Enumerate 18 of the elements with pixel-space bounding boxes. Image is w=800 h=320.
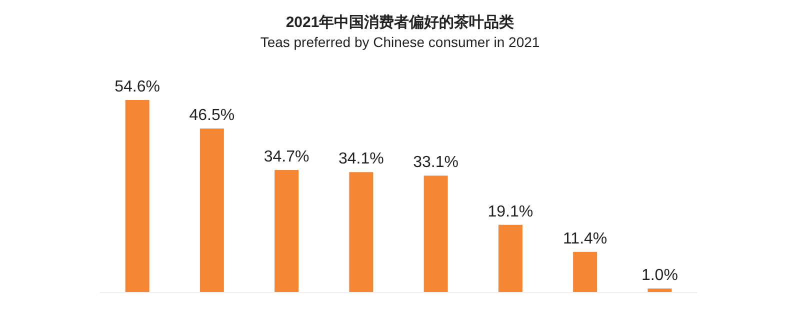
bar <box>424 176 448 292</box>
data-label: 11.4% <box>562 230 608 248</box>
data-label: 34.7% <box>264 148 310 166</box>
bar <box>200 128 224 292</box>
chart-title: 2021年中国消费者偏好的茶叶品类 <box>286 14 514 31</box>
bar <box>274 170 299 292</box>
bar <box>125 100 150 292</box>
chart-subtitle: Teas preferred by Chinese consumer in 2021 <box>260 34 540 50</box>
bar <box>648 288 672 292</box>
data-label: 33.1% <box>413 154 458 172</box>
bar <box>498 224 522 292</box>
data-label: 46.5% <box>189 106 235 124</box>
bar <box>349 172 374 292</box>
data-label: 54.6% <box>114 78 160 96</box>
data-label: 34.1% <box>338 150 384 168</box>
data-label: 1.0% <box>641 266 678 284</box>
bar <box>573 252 598 292</box>
data-label: 19.1% <box>488 203 534 220</box>
